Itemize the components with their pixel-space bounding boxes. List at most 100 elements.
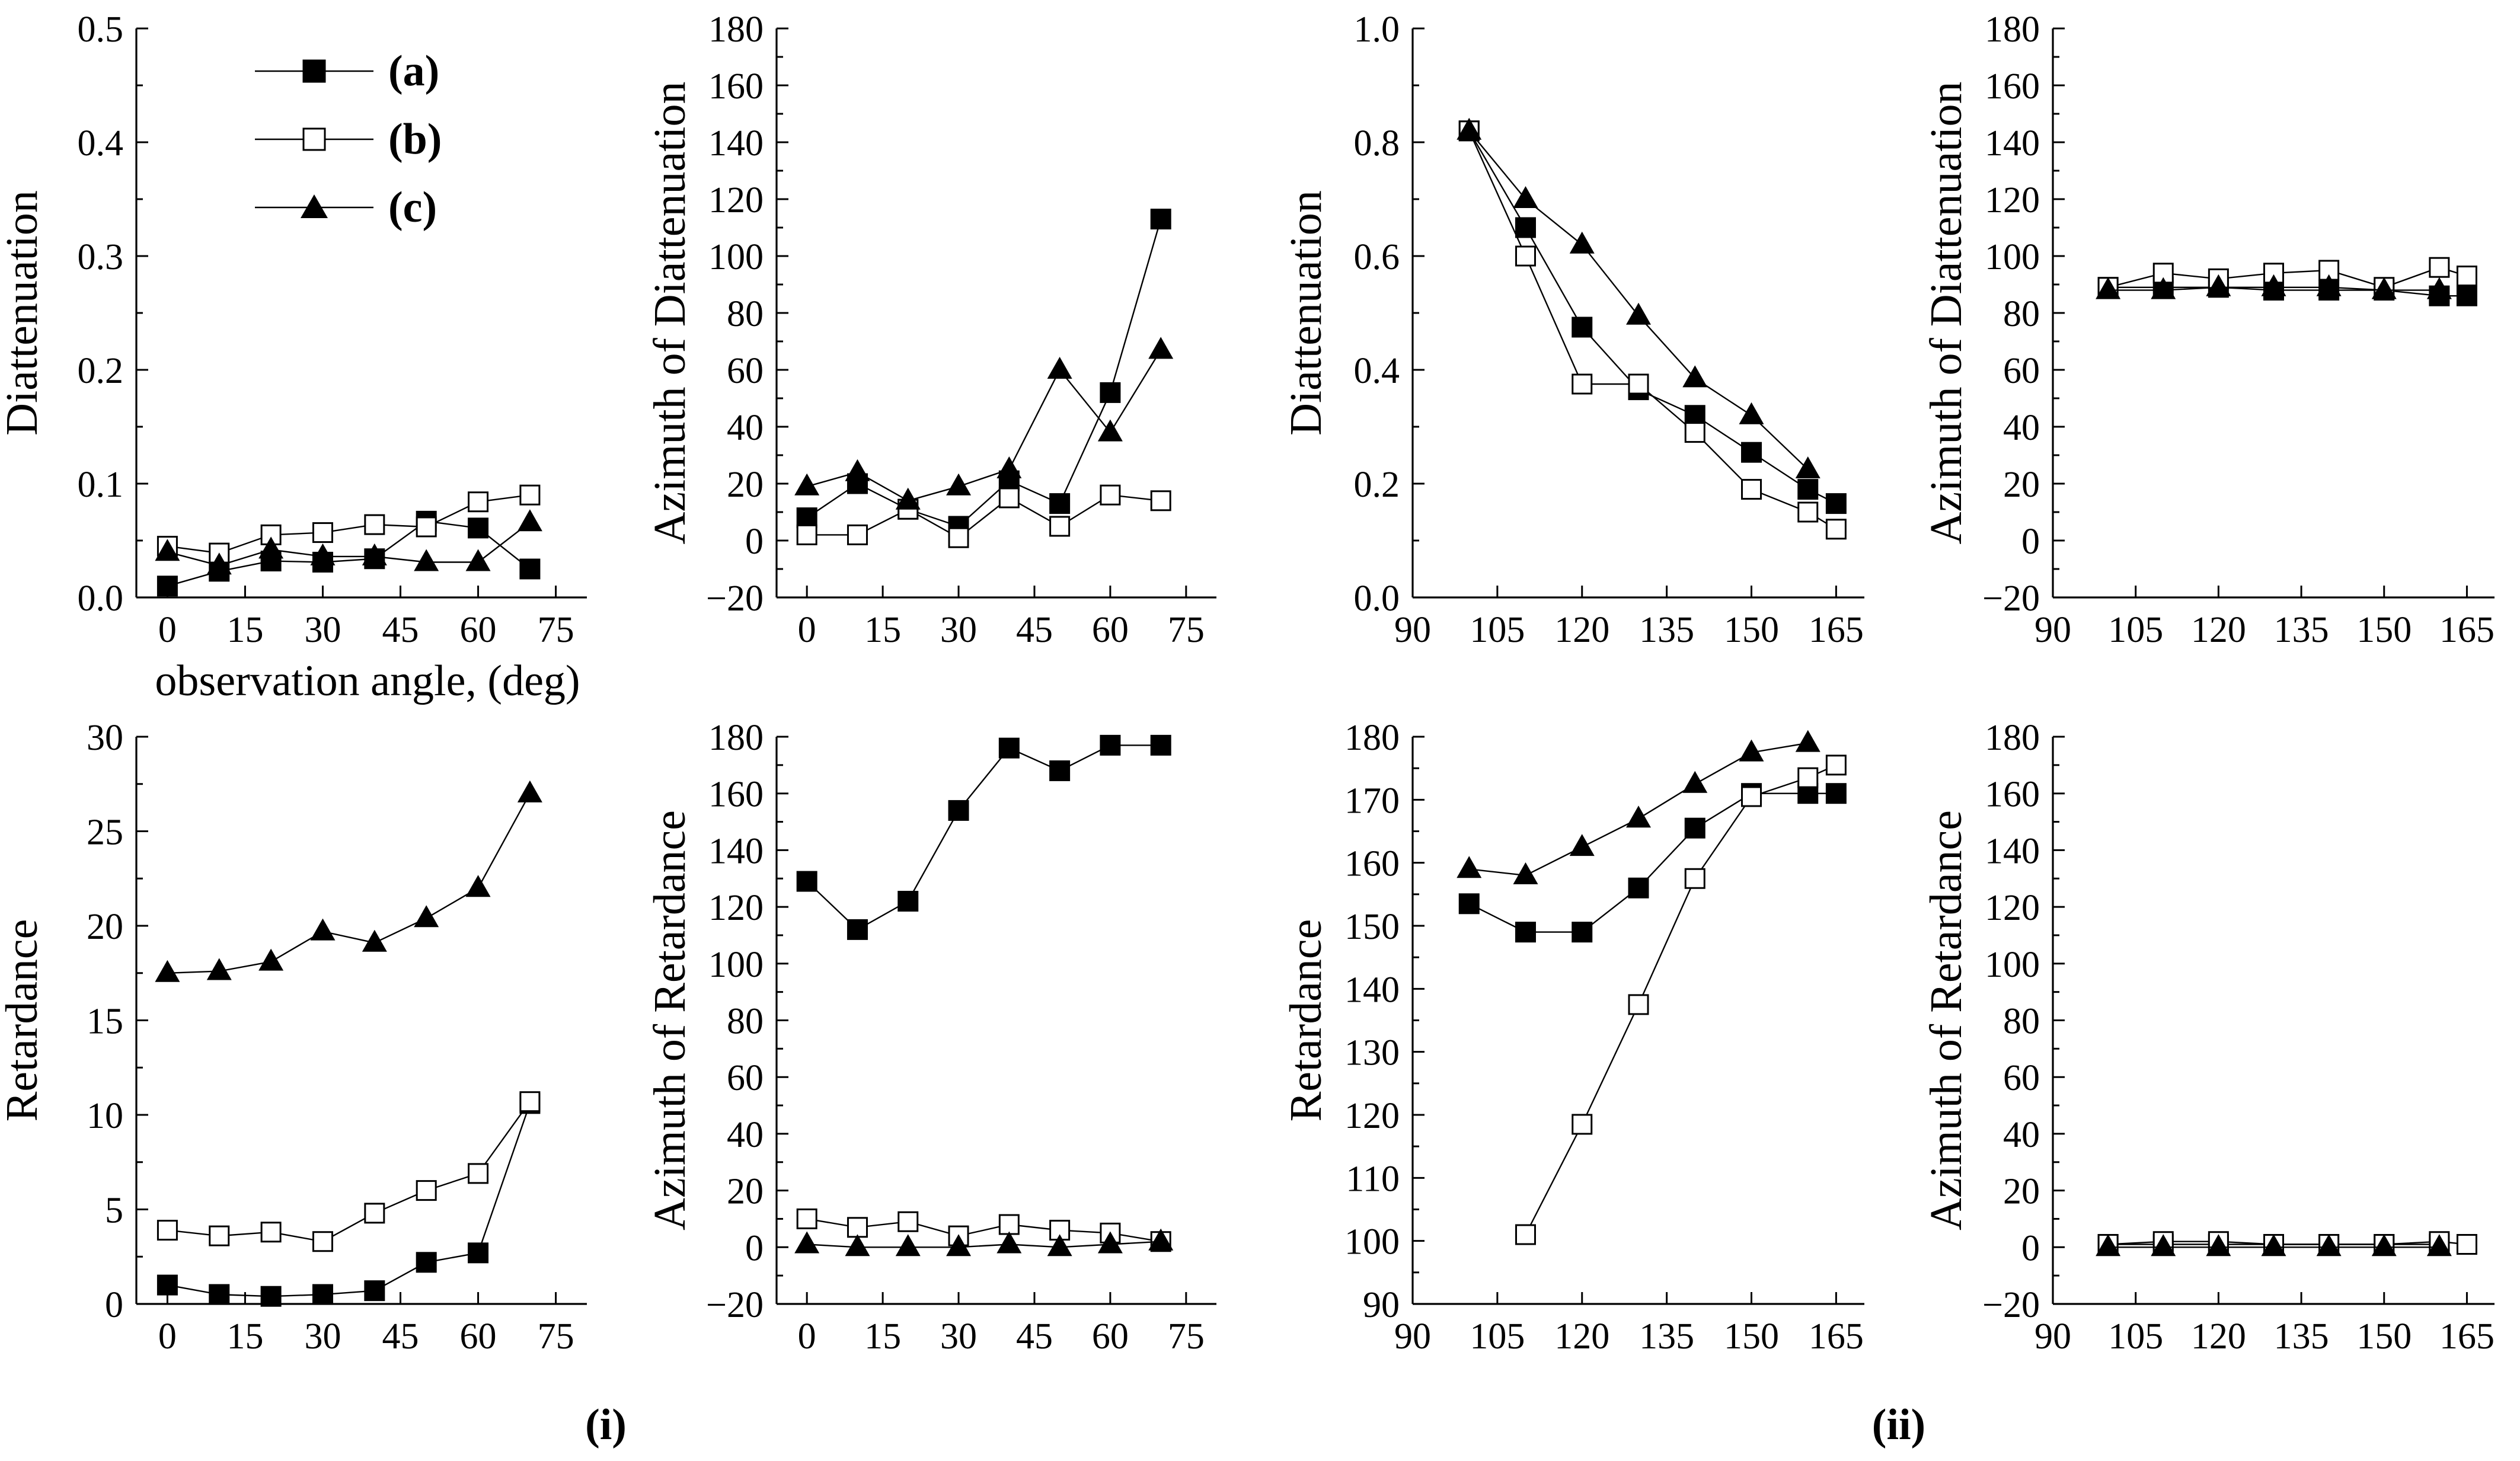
legend-label-b: (b) [388,115,442,164]
y-tick-label: 60 [727,351,764,391]
data-point-open-square [519,1091,541,1112]
y-tick-label: 180 [1985,9,2040,50]
data-point-open-square [260,1222,282,1243]
data-point-triangle [362,543,387,565]
y-tick-label: 60 [2003,1058,2040,1098]
data-point-triangle [996,1231,1022,1254]
data-point-triangle [465,549,491,571]
data-point-filled-square [364,1280,385,1302]
data-point-triangle [1569,231,1595,254]
y-tick-label: −20 [706,578,764,619]
series-line [1525,764,1836,1235]
x-tick-label: 60 [1092,1316,1129,1357]
y-tick-label: 0.0 [1354,578,1400,619]
data-point-filled-square [1572,922,1593,943]
data-point-open-square [1049,516,1071,537]
y-tick-label: 15 [87,1002,123,1042]
series-b [796,484,1171,548]
panel-p8: −20 0 20 40 60 80 100 120 140 160 180 90 105 120 135 15… [1921,718,2495,1357]
y-tick-label: 160 [1985,775,2040,815]
x-tick-label: 105 [1470,610,1525,650]
data-point-filled-square [1049,493,1071,514]
data-point-triangle [2206,274,2231,296]
x-tick-label: 105 [1470,1316,1525,1357]
y-axis-title: Azimuth of Diattenuation [1921,82,1971,545]
y-tick-label: 20 [2003,1172,2040,1212]
y-tick-label: 140 [1985,831,2040,871]
data-point-open-square [519,484,541,506]
data-point-filled-square [796,871,817,892]
data-point-filled-square [1572,317,1593,338]
series-a [796,734,1171,940]
y-tick-label: 180 [708,9,764,50]
data-point-filled-square [1797,479,1819,500]
x-tick-label: 30 [304,610,341,650]
y-tick-label: 0.0 [78,578,124,619]
data-point-triangle [1739,402,1764,424]
data-point-open-square [156,1220,178,1241]
data-point-filled-square [1741,442,1762,463]
x-tick-label: 120 [1554,1316,1609,1357]
y-tick-label: 160 [1985,66,2040,107]
data-point-triangle [1457,856,1482,878]
x-tick-label: 0 [798,1316,816,1357]
x-tick-label: 90 [2034,610,2071,650]
data-point-triangle [2316,1234,2342,1257]
data-point-open-square [1572,373,1593,395]
data-point-filled-square [209,1284,230,1305]
data-point-triangle [845,459,870,481]
series-c [155,780,542,982]
data-point-open-square [948,527,969,548]
series-b [1515,755,1847,1245]
data-point-triangle [2426,277,2452,299]
data-point-open-square [1741,786,1762,807]
series-c [1457,117,1820,478]
y-tick-label: 40 [727,1115,764,1155]
data-point-triangle [2371,277,2397,299]
y-tick-label: 160 [708,775,764,815]
y-tick-label: 60 [2003,351,2040,391]
y-tick-label: 140 [708,123,764,164]
x-tick-label: 45 [382,1316,419,1357]
y-axis-title: Azimuth of Retardance [645,810,695,1230]
data-point-filled-square [1628,877,1649,899]
x-tick-label: 135 [1639,1316,1694,1357]
data-point-open-square [847,1217,868,1238]
data-point-triangle [2426,1234,2452,1257]
data-point-triangle [794,473,820,495]
y-tick-label: 20 [727,465,764,505]
y-tick-label: 25 [87,813,123,853]
y-tick-label: 120 [708,888,764,928]
data-point-triangle [1682,771,1708,793]
data-point-filled-square [416,1252,437,1273]
y-tick-label: 40 [2003,408,2040,448]
x-tick-label: 135 [2274,610,2329,650]
data-point-triangle [1626,302,1651,325]
data-point-triangle [155,960,180,982]
data-point-triangle [414,549,439,571]
data-point-triangle [1569,834,1595,856]
data-point-open-square [312,1231,333,1252]
x-tick-label: 15 [226,610,263,650]
panel-p1: 0.0 0.1 0.2 0.3 0.4 0.5 0 15 30 45 60 75 Diattenuati… [0,9,587,705]
y-tick-label: 140 [1344,970,1400,1010]
y-axis-title: Retardance [1281,919,1331,1122]
y-tick-label: 0.8 [1354,123,1400,164]
data-point-triangle [1795,730,1820,752]
data-point-triangle [845,1234,870,1257]
y-tick-label: 0 [105,1285,123,1325]
y-tick-label: 170 [1344,781,1400,821]
legend-entry-c: (c) [255,183,437,232]
x-tick-label: 0 [158,610,177,650]
data-point-triangle [946,1234,972,1257]
panel-p6: −20 0 20 40 60 80 100 120 140 160 180 0 15 30 45 60 75 Az… [645,718,1216,1357]
x-tick-label: 30 [940,610,977,650]
y-axis-title: Diattenuation [1281,190,1331,436]
data-point-open-square [1797,767,1819,788]
data-point-triangle [1513,186,1538,208]
data-point-filled-square [1100,382,1121,403]
y-tick-label: 20 [87,907,123,947]
x-tick-label: 15 [864,610,901,650]
data-point-triangle [1097,1231,1123,1254]
data-point-triangle [2371,1234,2397,1257]
